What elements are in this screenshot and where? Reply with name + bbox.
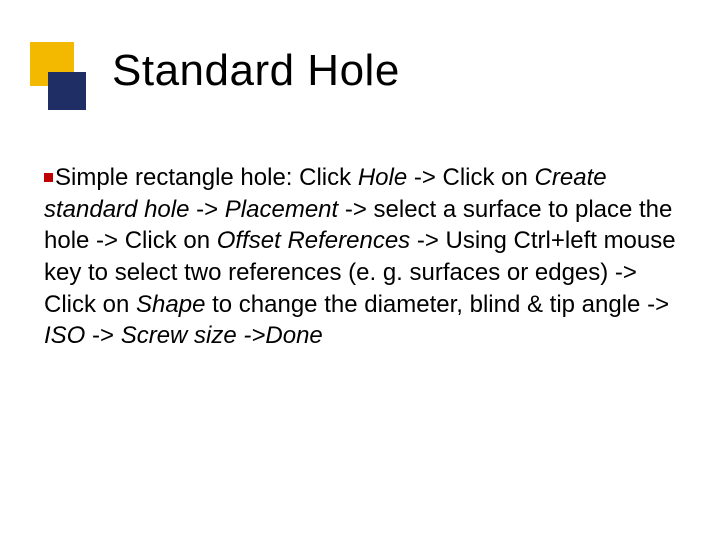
text-placement: Placement <box>225 196 338 223</box>
text-hole: Hole <box>358 164 407 191</box>
slide-title: Standard Hole <box>112 46 400 96</box>
text-offset-references: Offset References <box>217 227 410 254</box>
body-content: Simple rectangle hole: Click Hole -> Cli… <box>44 162 690 352</box>
text-seg12: -> <box>85 322 120 349</box>
text-seg10: to change the diameter, blind & tip angl… <box>205 291 669 318</box>
instruction-paragraph: Simple rectangle hole: Click Hole -> Cli… <box>44 162 690 352</box>
text-seg4: -> <box>189 196 224 223</box>
text-seg2: -> Click on <box>407 164 534 191</box>
text-lead: Simple rectangle hole: Click <box>55 164 358 191</box>
decor-square-navy <box>48 72 86 110</box>
text-screw-size-done: Screw size ->Done <box>121 322 323 349</box>
text-iso: ISO <box>44 322 85 349</box>
title-decor <box>30 42 90 118</box>
text-shape: Shape <box>136 291 205 318</box>
bullet-icon <box>44 173 53 182</box>
